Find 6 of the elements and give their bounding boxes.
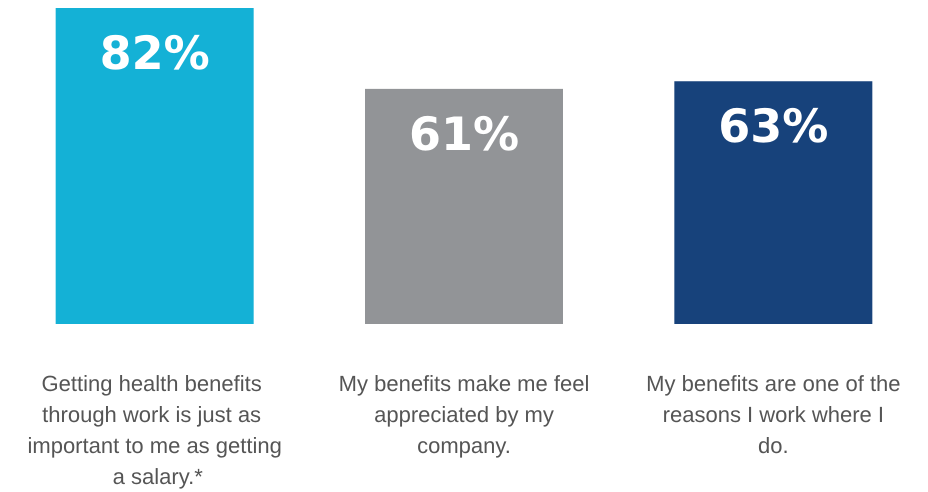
data-label: 61% bbox=[408, 106, 520, 161]
data-label: 82% bbox=[100, 26, 210, 80]
x-tick-label: Getting health benefits through work is just as important to me as getting a salary.* bbox=[27, 371, 282, 489]
x-tick-label: My benefits are one of the reasons I work where I do. bbox=[646, 371, 901, 458]
x-tick-label: My benefits make me feel appreciated by my company. bbox=[338, 371, 590, 458]
data-label: 63% bbox=[718, 99, 828, 154]
